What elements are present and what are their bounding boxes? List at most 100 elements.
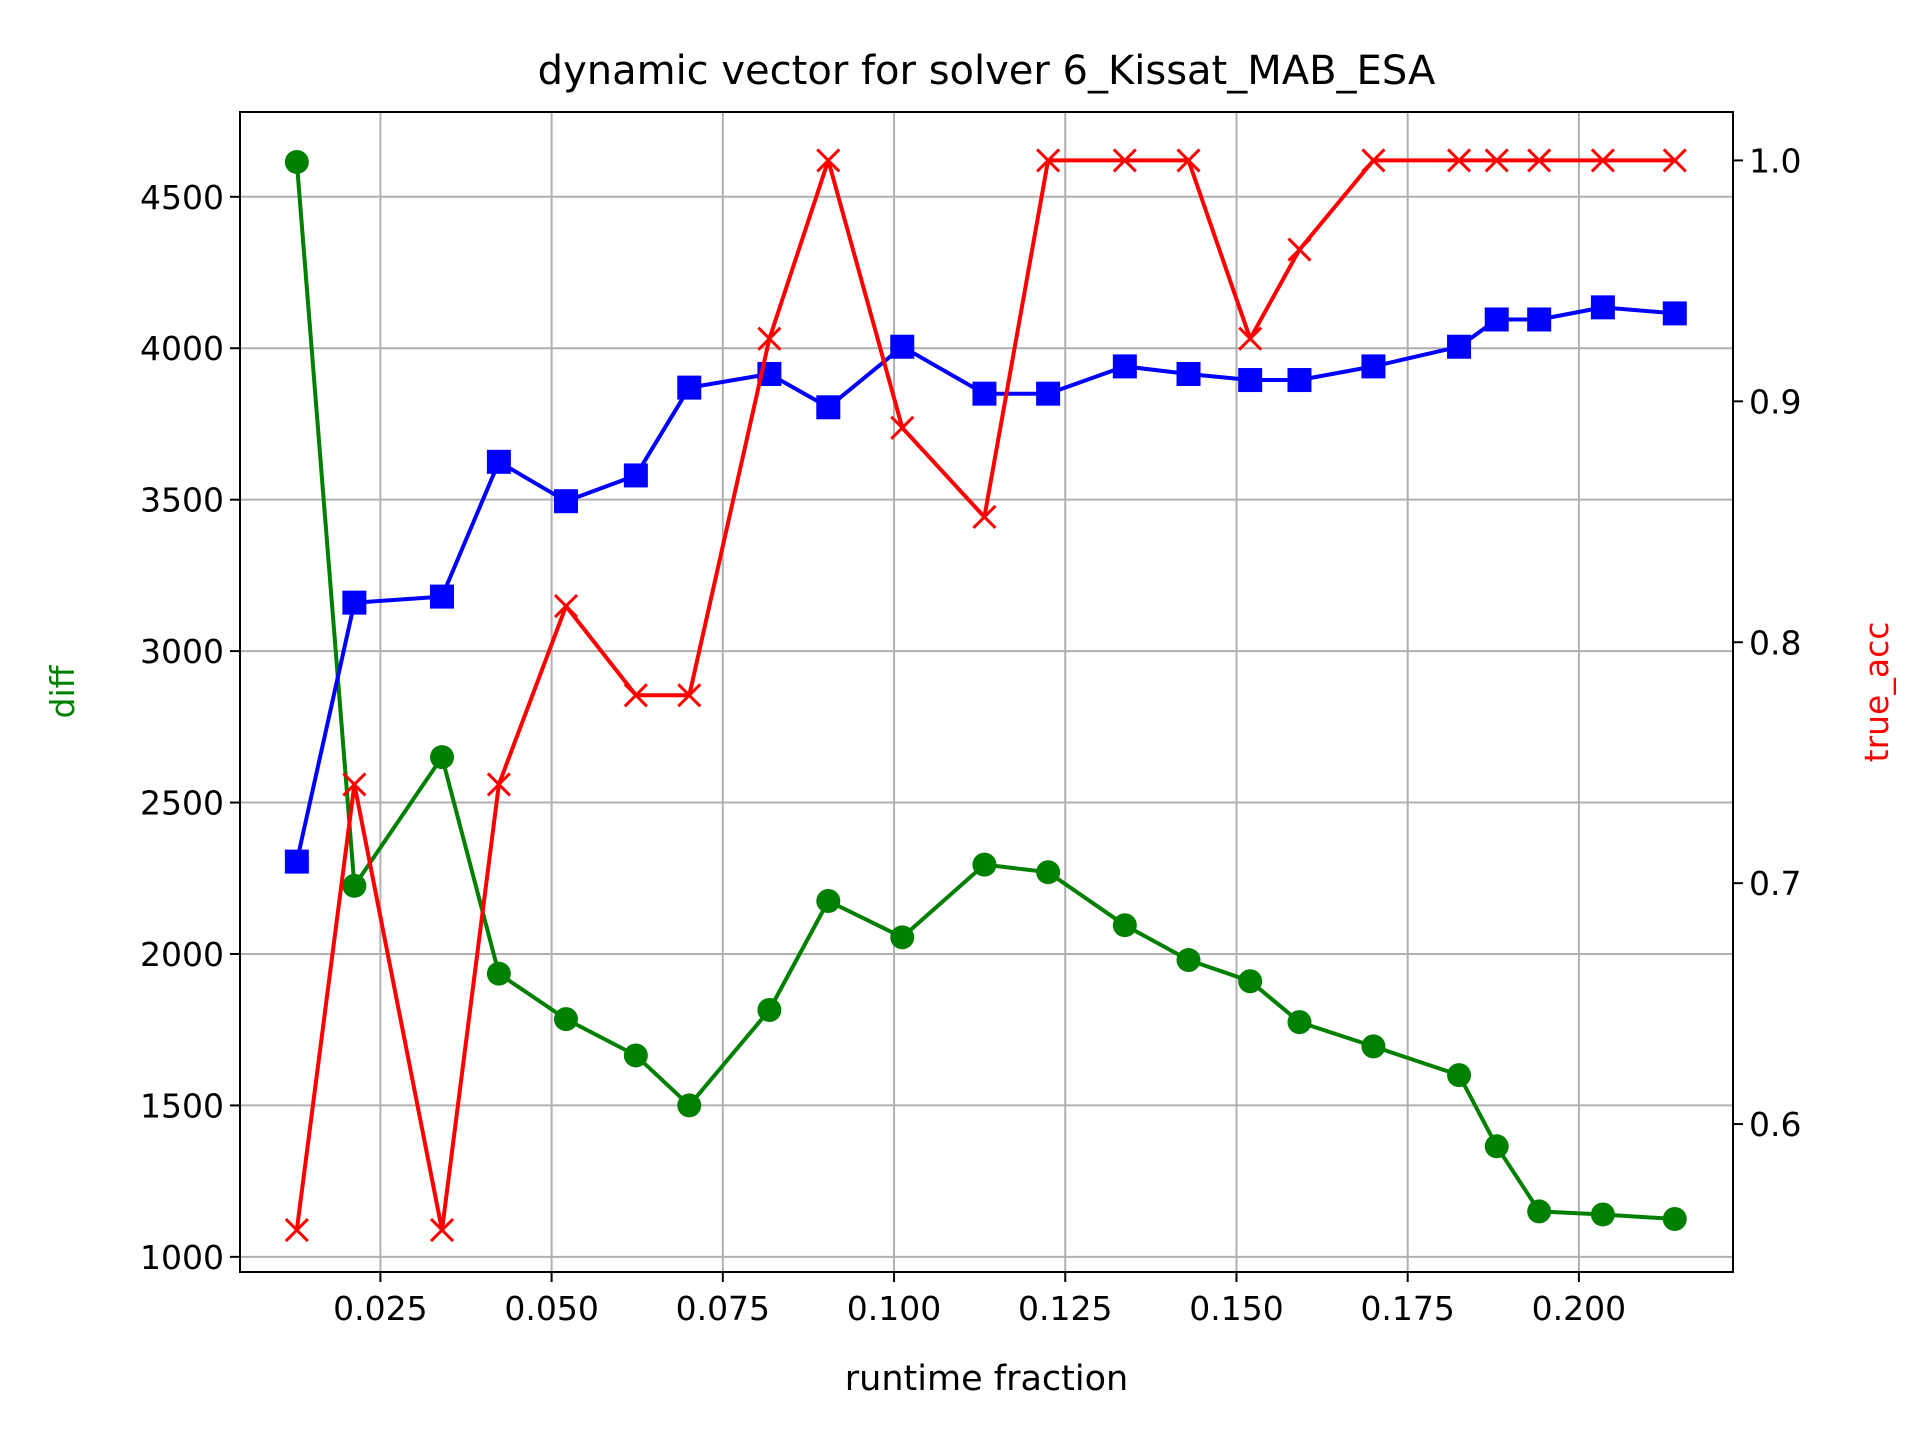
data-point bbox=[284, 1218, 309, 1243]
data-point bbox=[1662, 301, 1687, 326]
data-point bbox=[1176, 948, 1201, 973]
data-point bbox=[1484, 307, 1509, 332]
data-point bbox=[1446, 148, 1472, 173]
data-point bbox=[677, 1093, 702, 1118]
x-tick-label: 0.025 bbox=[333, 1289, 427, 1328]
y-axis-right-label: true_acc bbox=[1857, 622, 1896, 763]
y-right-tick-label: 1.0 bbox=[1749, 141, 1801, 180]
chart-title: dynamic vector for solver 6_Kissat_MAB_E… bbox=[538, 48, 1436, 94]
y-left-tick-label: 3500 bbox=[140, 481, 224, 520]
data-point bbox=[1112, 354, 1137, 379]
data-point bbox=[1238, 368, 1263, 393]
data-point bbox=[1590, 148, 1615, 173]
x-tick-label: 0.175 bbox=[1360, 1289, 1454, 1328]
data-point bbox=[1361, 148, 1386, 173]
series-layer bbox=[284, 148, 1687, 1243]
data-point bbox=[1176, 361, 1201, 386]
data-point bbox=[623, 463, 648, 488]
y-left-tick-label: 2000 bbox=[140, 935, 224, 974]
y-right-tick-label: 0.6 bbox=[1749, 1105, 1801, 1144]
x-tick-label: 0.075 bbox=[676, 1289, 770, 1328]
data-point bbox=[1662, 1206, 1687, 1231]
series-2 bbox=[284, 148, 1687, 1243]
x-axis-label: runtime fraction bbox=[845, 1359, 1128, 1399]
x-tick-label: 0.125 bbox=[1018, 1289, 1112, 1328]
data-point bbox=[1484, 1134, 1509, 1159]
data-point bbox=[429, 1218, 455, 1243]
data-point bbox=[1527, 307, 1552, 332]
series-1 bbox=[284, 295, 1687, 874]
data-point bbox=[623, 683, 648, 708]
y-left-tick-label: 2500 bbox=[140, 784, 224, 823]
data-point bbox=[1361, 354, 1386, 379]
y-right-tick-label: 0.9 bbox=[1749, 382, 1801, 421]
data-point bbox=[486, 961, 511, 986]
data-point bbox=[623, 1043, 648, 1068]
data-point bbox=[1590, 295, 1615, 320]
data-point bbox=[1238, 326, 1263, 351]
data-point bbox=[1447, 334, 1472, 359]
data-point bbox=[816, 395, 841, 420]
axes-layer: 0.025 0.050 0.075 0.100 0.125 0.150 0.175 0.200… bbox=[140, 141, 1801, 1328]
data-point bbox=[486, 772, 511, 797]
data-point bbox=[553, 594, 579, 619]
data-point bbox=[430, 745, 455, 770]
data-point bbox=[342, 873, 367, 898]
data-point bbox=[677, 375, 702, 400]
y-right-tick-label: 0.8 bbox=[1749, 623, 1801, 662]
data-point bbox=[486, 449, 511, 474]
data-point bbox=[1287, 237, 1312, 262]
data-point bbox=[972, 504, 997, 530]
series-0 bbox=[284, 149, 1687, 1231]
data-point bbox=[757, 326, 782, 351]
data-point bbox=[890, 334, 915, 359]
plot-frame bbox=[239, 111, 1734, 1273]
y-left-tick-label: 4500 bbox=[140, 178, 224, 217]
data-point bbox=[553, 1007, 578, 1032]
data-point bbox=[1036, 860, 1061, 885]
series-line bbox=[294, 305, 1675, 863]
data-point bbox=[1036, 381, 1061, 406]
data-point bbox=[1176, 148, 1201, 173]
x-tick-label: 0.150 bbox=[1189, 1289, 1283, 1328]
y-left-tick-label: 1500 bbox=[140, 1086, 224, 1125]
data-point bbox=[553, 489, 578, 514]
x-tick-label: 0.100 bbox=[847, 1289, 941, 1328]
y-left-tick-label: 1000 bbox=[140, 1238, 224, 1277]
data-point bbox=[816, 148, 841, 173]
data-point bbox=[972, 852, 997, 877]
data-point bbox=[342, 590, 367, 615]
series-line bbox=[294, 158, 1675, 1233]
x-tick-label: 0.200 bbox=[1532, 1289, 1626, 1328]
series-line bbox=[294, 161, 1675, 1221]
data-point bbox=[1361, 1034, 1386, 1059]
data-point bbox=[890, 925, 915, 950]
data-point bbox=[1484, 148, 1509, 173]
data-point bbox=[1447, 1063, 1472, 1088]
data-point bbox=[342, 772, 367, 797]
data-point bbox=[1112, 148, 1137, 173]
y-left-tick-label: 3000 bbox=[140, 632, 224, 671]
data-point bbox=[1527, 148, 1552, 173]
data-point bbox=[1662, 148, 1687, 173]
data-point bbox=[284, 849, 309, 874]
data-point bbox=[1287, 1010, 1312, 1035]
x-tick-label: 0.050 bbox=[504, 1289, 598, 1328]
data-point bbox=[1112, 913, 1137, 938]
data-point bbox=[816, 888, 841, 913]
data-point bbox=[1036, 148, 1061, 173]
y-left-tick-label: 4000 bbox=[140, 329, 224, 368]
y-axis-left-label: diff bbox=[43, 664, 82, 718]
data-point bbox=[677, 683, 702, 708]
data-point bbox=[890, 415, 915, 440]
data-point bbox=[1527, 1199, 1552, 1224]
data-point bbox=[1590, 1202, 1615, 1227]
y-right-tick-label: 0.7 bbox=[1749, 864, 1801, 903]
data-point bbox=[284, 149, 309, 174]
data-point bbox=[972, 381, 997, 406]
data-point bbox=[430, 584, 455, 609]
data-point bbox=[1238, 969, 1263, 994]
data-point bbox=[757, 998, 782, 1023]
